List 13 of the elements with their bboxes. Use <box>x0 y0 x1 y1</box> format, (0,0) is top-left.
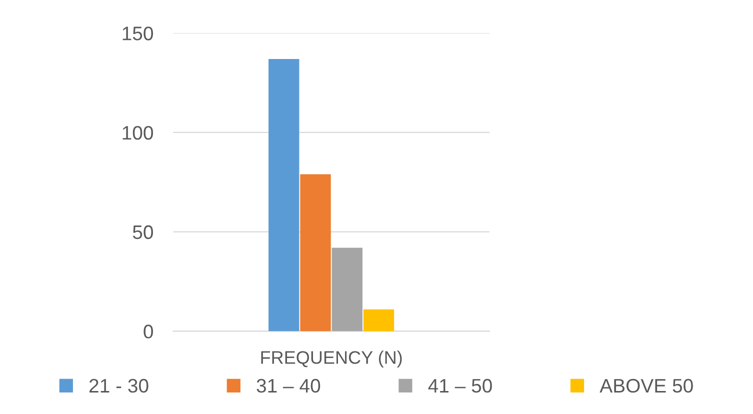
y-tick-label: 50 <box>132 225 153 240</box>
y-tick-label: 0 <box>144 324 153 338</box>
bar <box>363 309 394 332</box>
bar <box>268 58 300 332</box>
y-tick-label: 100 <box>122 126 153 140</box>
legend-label: 41 – 50 <box>428 378 492 393</box>
bar <box>300 174 331 332</box>
legend-label: 31 – 40 <box>256 378 320 393</box>
legend-label: 21 - 30 <box>89 378 148 393</box>
x-tick-label: FREQUENCY (N) <box>261 350 402 368</box>
legend-label: ABOVE 50 <box>600 378 693 393</box>
y-tick-label: 150 <box>122 26 153 40</box>
bar <box>332 248 362 332</box>
